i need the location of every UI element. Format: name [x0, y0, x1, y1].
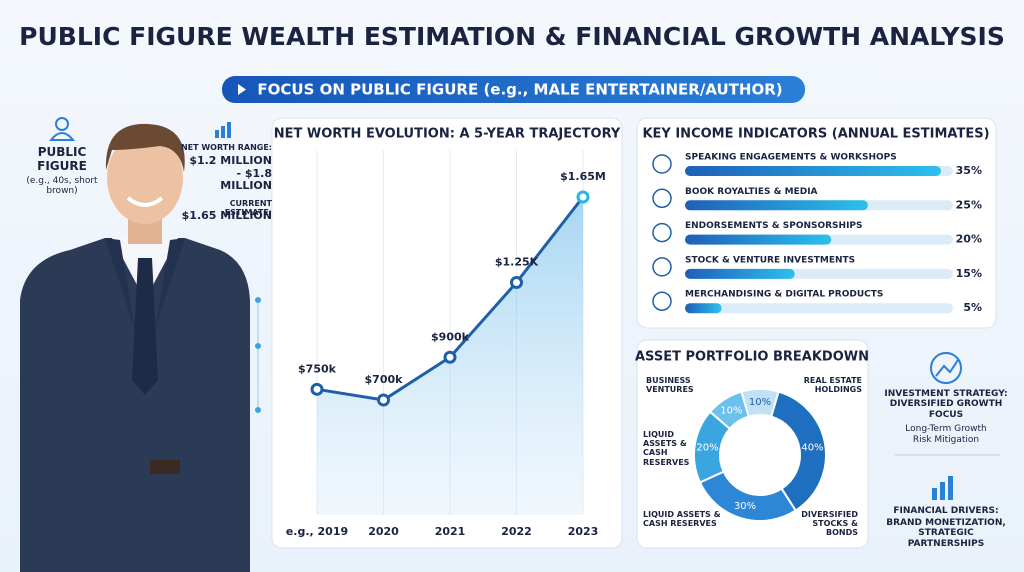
row-icon [652, 222, 672, 243]
chart-title: NET WORTH EVOLUTION: A 5-YEAR TRAJECTORY [274, 127, 621, 142]
drivers-title: FINANCIAL DRIVERS: [893, 506, 999, 516]
bar [685, 303, 722, 314]
bar [685, 268, 795, 279]
row-icon [652, 291, 672, 311]
strategy-title: INVESTMENT STRATEGY: DIVERSIFIED GROWTH … [884, 389, 1008, 420]
pie-label: REAL ESTATE HOLDINGS [803, 376, 862, 395]
drivers-icon [948, 476, 953, 500]
marker [443, 350, 457, 364]
marker [310, 382, 324, 396]
person-icon [48, 132, 76, 141]
x-tick-label: 2020 [368, 525, 399, 538]
profile-label: PUBLIC FIGURE [37, 145, 87, 173]
strategy-icon [930, 352, 962, 384]
category-label: MERCHANDISING & DIGITAL PRODUCTS [685, 290, 883, 300]
person-illustration [20, 123, 250, 572]
mini-bars [215, 130, 219, 138]
connector-dot [255, 343, 261, 349]
connector-dot [255, 407, 261, 413]
title: PUBLIC FIGURE WEALTH ESTIMATION & FINANC… [19, 22, 1005, 51]
current-label: CURRENT ESTIMATE: [224, 199, 272, 218]
row-icon [652, 154, 672, 174]
category-label: SPEAKING ENGAGEMENTS & WORKSHOPS [685, 153, 897, 163]
drivers: BRAND MONETIZATION, STRATEGIC PARTNERSHI… [886, 518, 1006, 549]
value-label: 20% [956, 233, 982, 246]
bar-track [685, 303, 953, 314]
category-label: BOOK ROYALTIES & MEDIA [685, 187, 818, 197]
marker [377, 393, 390, 407]
value-label: 5% [963, 301, 982, 314]
chart-title: KEY INCOME INDICATORS (ANNUAL ESTIMATES) [642, 127, 989, 142]
connector-dot [255, 297, 261, 303]
current-value: $1.65 MILLION [181, 209, 272, 222]
marker [576, 190, 590, 204]
pie-label: LIQUID ASSETS & CASH RESERVES [643, 430, 690, 467]
range-label: NET WORTH RANGE: [180, 143, 272, 152]
pie-label: BUSINESS VENTURES [646, 376, 694, 395]
value-label: $1.25K [495, 255, 539, 268]
pie-segment [708, 390, 750, 431]
value-label: $700k [365, 373, 404, 386]
row-icon [652, 257, 672, 277]
pie-segment [770, 390, 827, 512]
range-value: $1.2 MILLION - $1.8 MILLION [189, 154, 272, 193]
profile-note: (e.g., 40s, short brown) [26, 176, 98, 197]
value-label: $900k [431, 330, 470, 343]
strategy-icon [935, 359, 959, 377]
banner-text: FOCUS ON PUBLIC FIGURE (e.g., MALE ENTER… [257, 81, 782, 99]
strategy-item: Risk Mitigation [912, 435, 980, 445]
row-icon [652, 188, 672, 209]
bar [685, 166, 941, 176]
marker [510, 275, 523, 289]
bar [685, 200, 868, 211]
chart-title: ASSET PORTFOLIO BREAKDOWN [635, 350, 869, 365]
drivers-icon [932, 488, 937, 500]
category-label: STOCK & VENTURE INVESTMENTS [685, 255, 855, 265]
value-label: 40% [801, 442, 823, 453]
x-tick-label: e.g., 2019 [286, 525, 348, 538]
person-icon [55, 117, 69, 131]
x-tick-label: 2021 [435, 525, 466, 538]
pie-label: LIQUID ASSETS & CASH RESERVES [643, 510, 721, 529]
value-label: 20% [696, 442, 718, 453]
banner [222, 76, 805, 103]
banner-arrow [238, 84, 246, 95]
value-label: 30% [734, 501, 756, 512]
strategy-item: Long-Term Growth [905, 424, 987, 434]
drivers-icon [940, 482, 945, 500]
value-label: 10% [749, 397, 771, 408]
pie-label: DIVERSIFIED STOCKS & BONDS [801, 510, 858, 538]
value-label: 15% [956, 267, 982, 280]
value-label: $1.65M [560, 170, 606, 183]
mini-bars [227, 122, 231, 138]
x-tick-label: 2023 [568, 525, 599, 538]
area [317, 197, 583, 515]
x-tick-label: 2022 [501, 525, 532, 538]
value-label: 35% [956, 164, 982, 177]
value-label: $750k [298, 362, 337, 375]
value-label: 10% [720, 405, 742, 416]
category-label: ENDORSEMENTS & SPONSORSHIPS [685, 221, 863, 231]
value-label: 25% [956, 198, 982, 211]
mini-bars [221, 126, 225, 138]
bar [685, 234, 832, 245]
